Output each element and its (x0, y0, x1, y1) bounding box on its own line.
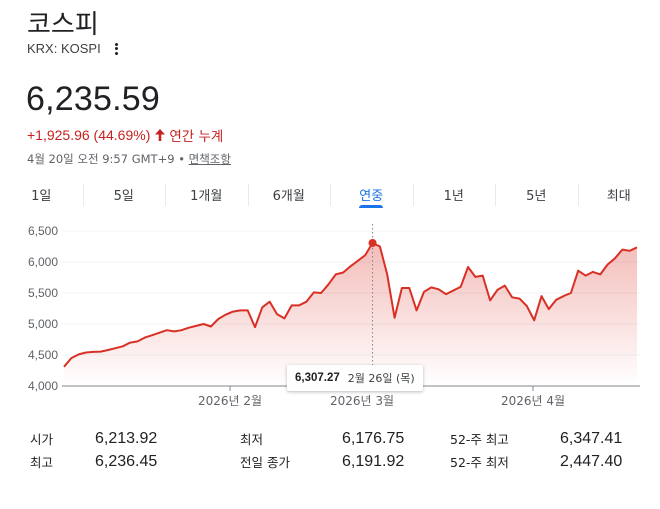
tab-ytd[interactable]: 연중 (330, 176, 413, 212)
active-tab-indicator (359, 205, 384, 208)
tab-1y[interactable]: 1년 (412, 176, 496, 212)
ticker-row: KRX: KOSPI (27, 41, 123, 56)
chart-tooltip: 6,307.27 2월 26일 (목) (287, 365, 423, 391)
stat-value-52w-high: 6,347.41 (560, 430, 623, 447)
stat-label-prev-close: 전일 종가 (240, 455, 290, 470)
tab-1m[interactable]: 1개월 (165, 176, 248, 212)
current-price: 6,235.59 (26, 80, 160, 118)
tab-6m[interactable]: 6개월 (247, 176, 331, 212)
y-tick-label: 6,500 (27, 224, 58, 238)
tab-5y[interactable]: 5년 (495, 176, 578, 212)
y-tick-label: 5,000 (27, 317, 58, 331)
tooltip-value: 6,307.27 (295, 372, 340, 384)
range-tabs: 1일 5일 1개월 6개월 연중 1년 5년 최대 (0, 176, 660, 212)
change-period: 연간 누계 (169, 129, 224, 145)
stat-label-low: 최저 (240, 432, 264, 447)
stat-label-open: 시가 (30, 432, 54, 447)
stat-label-52w-low: 52-주 최저 (450, 455, 509, 470)
index-title: 코스피 (27, 10, 99, 40)
tab-label: 최대 (606, 189, 631, 204)
tab-max[interactable]: 최대 (577, 176, 660, 212)
tab-5d[interactable]: 5일 (82, 176, 166, 212)
tab-label: 1개월 (190, 189, 223, 204)
x-tick-label: 2026년 2월 (197, 394, 263, 408)
tab-label: 5일 (113, 189, 134, 204)
x-tick-label: 2026년 3월 (329, 394, 395, 408)
tab-label: 1년 (443, 189, 464, 204)
tab-label: 1일 (31, 189, 52, 204)
price-change: +1,925.96 (44.69%) 연간 누계 (27, 125, 223, 145)
stat-value-low: 6,176.75 (342, 430, 405, 447)
y-tick-label: 6,000 (27, 255, 58, 269)
y-tick-label: 5,500 (27, 286, 58, 300)
stat-value-52w-low: 2,447.40 (560, 453, 623, 470)
change-value: +1,925.96 (44.69%) (27, 127, 151, 143)
stat-value-prev-close: 6,191.92 (342, 453, 405, 470)
y-tick-label: 4,500 (27, 348, 58, 362)
arrow-up-icon (155, 129, 166, 141)
stat-label-high: 최고 (30, 455, 54, 470)
y-tick-label: 4,000 (27, 379, 58, 393)
disclaimer-link[interactable]: 면책조항 (188, 152, 231, 166)
tab-label: 5년 (526, 189, 547, 204)
ticker-symbol: KRX: KOSPI (27, 41, 101, 56)
x-tick-label: 2026년 4월 (500, 394, 566, 408)
more-options-icon[interactable] (111, 42, 123, 56)
stat-label-52w-high: 52-주 최고 (450, 432, 509, 447)
tooltip-date: 2월 26일 (목) (347, 372, 415, 385)
separator: • (178, 152, 185, 166)
chart-plot (62, 224, 640, 391)
tab-label: 연중 (359, 189, 384, 204)
timestamp: 4월 20일 오전 9:57 GMT+9 (27, 152, 175, 166)
tab-1d[interactable]: 1일 (0, 176, 83, 212)
timestamp-row: 4월 20일 오전 9:57 GMT+9 • 면책조항 (27, 151, 231, 167)
tab-label: 6개월 (272, 189, 305, 204)
stat-value-high: 6,236.45 (95, 453, 158, 470)
stat-value-open: 6,213.92 (95, 430, 158, 447)
price-chart[interactable]: 6,500 6,000 5,500 5,000 4,500 4,000 2026… (0, 220, 660, 415)
